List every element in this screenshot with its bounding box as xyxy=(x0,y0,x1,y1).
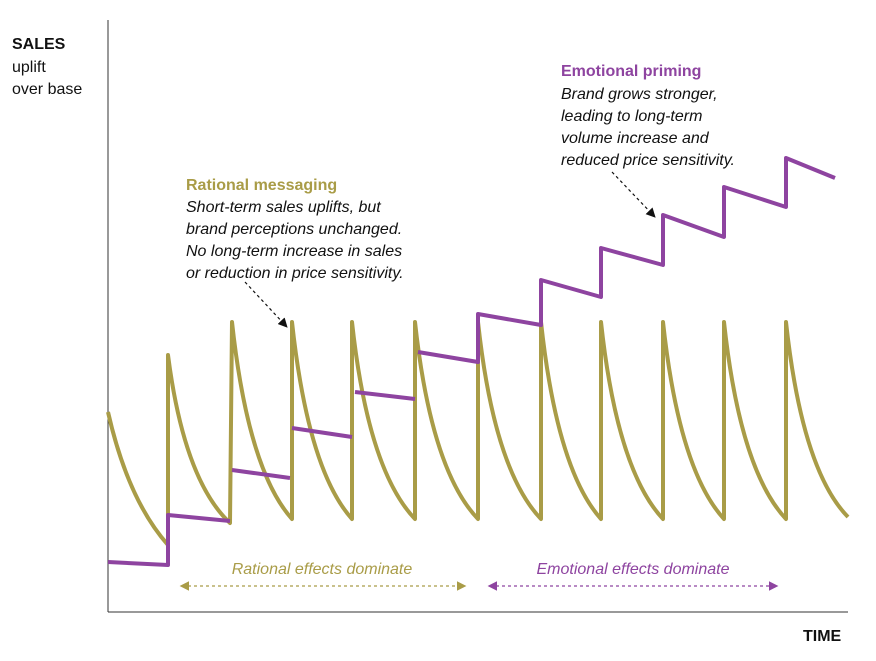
x-label: TIME xyxy=(803,628,842,645)
y-label: over base xyxy=(12,81,82,98)
pointer xyxy=(244,281,288,328)
annotation-line: Brand grows stronger, xyxy=(561,86,718,103)
annotation-line: No long-term increase in sales xyxy=(186,243,402,260)
annotation-line: reduced price sensitivity. xyxy=(561,152,735,169)
annotation-line: leading to long-term xyxy=(561,108,702,125)
annotation-title: Emotional priming xyxy=(561,63,701,80)
y-label: SALES xyxy=(12,36,66,53)
annotation-line: Short-term sales uplifts, but xyxy=(186,199,381,216)
pointer xyxy=(611,171,656,218)
emotional-curve xyxy=(107,156,836,567)
y-label: uplift xyxy=(12,59,46,76)
annotation-line: or reduction in price sensitivity. xyxy=(186,265,404,282)
annotation-title: Rational messaging xyxy=(186,177,337,194)
annotation-line: volume increase and xyxy=(561,130,710,147)
range-label: Emotional effects dominate xyxy=(537,561,730,578)
range-label: Rational effects dominate xyxy=(232,561,413,578)
annotation-line: brand perceptions unchanged. xyxy=(186,221,402,238)
